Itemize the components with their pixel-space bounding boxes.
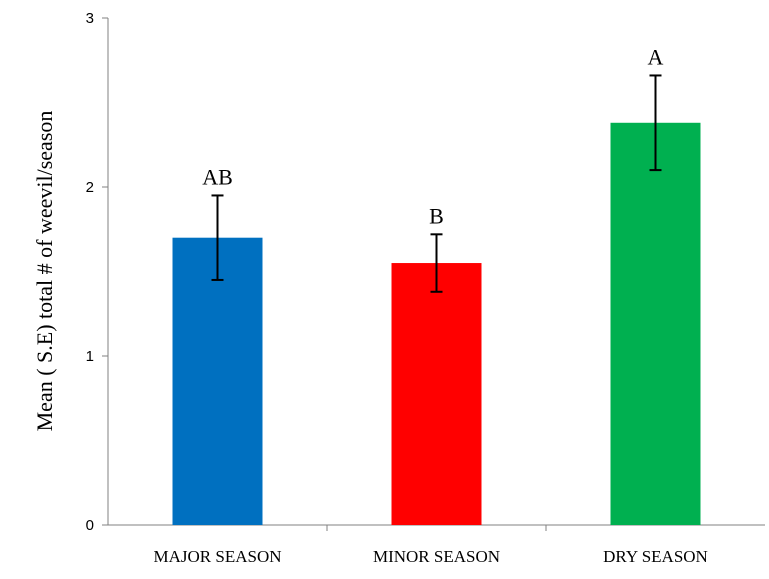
bar <box>610 122 701 525</box>
y-tick-label: 1 <box>86 348 94 365</box>
bar <box>172 237 263 525</box>
bar <box>391 263 482 525</box>
significance-letter: B <box>429 203 444 228</box>
significance-letter: A <box>648 44 664 69</box>
bars <box>172 122 701 525</box>
category-label: MINOR SEASON <box>373 547 500 566</box>
y-axis-label: Mean ( S.E) total # of weevil/season <box>32 111 57 432</box>
category-labels: MAJOR SEASON MINOR SEASON DRY SEASON <box>154 547 708 566</box>
x-ticks <box>326 525 547 531</box>
y-tick-label: 0 <box>86 517 94 534</box>
category-label: DRY SEASON <box>603 547 708 566</box>
error-bar <box>649 74 662 172</box>
error-bars <box>211 74 662 293</box>
error-bar <box>211 194 224 281</box>
y-tick-label: 3 <box>86 10 94 27</box>
y-ticks: 0 1 2 3 <box>86 10 108 534</box>
error-bar <box>430 233 443 293</box>
significance-letters: AB B A <box>202 44 663 228</box>
significance-letter: AB <box>202 164 233 189</box>
y-tick-label: 2 <box>86 179 94 196</box>
category-label: MAJOR SEASON <box>154 547 282 566</box>
